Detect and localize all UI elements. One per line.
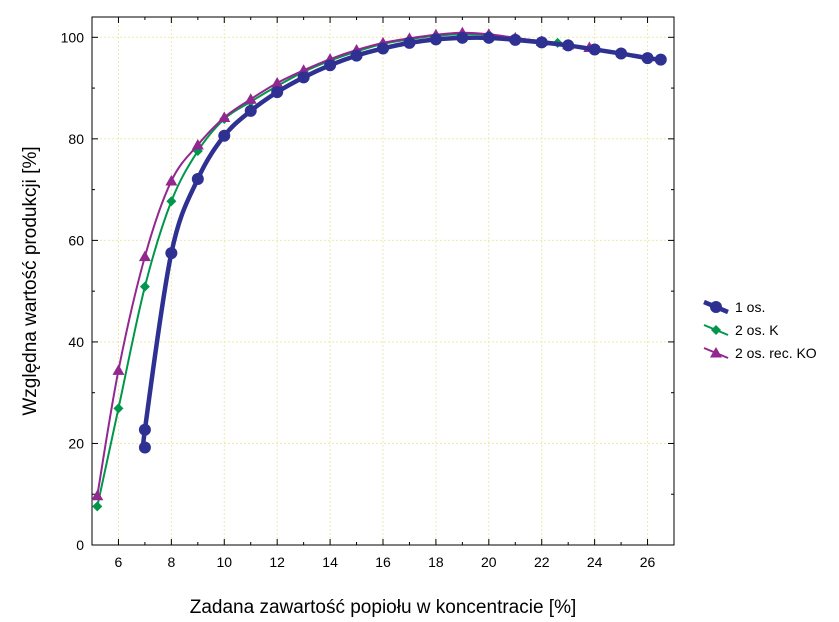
data-point <box>509 33 522 46</box>
x-tick-label: 6 <box>115 554 123 570</box>
data-point <box>138 250 151 262</box>
y-tick-label: 0 <box>76 537 84 553</box>
data-point <box>244 93 257 104</box>
data-point <box>244 104 257 117</box>
data-point <box>91 489 104 501</box>
data-point <box>654 53 667 66</box>
y-tick-label: 60 <box>68 232 84 248</box>
data-point <box>166 196 177 207</box>
axis-ticks <box>91 17 675 546</box>
x-tick-label: 10 <box>216 554 232 570</box>
legend-label: 2 os. rec. KO <box>735 345 817 361</box>
y-tick-labels: 0 20 40 60 80 100 <box>61 29 85 553</box>
data-point <box>218 111 231 123</box>
legend-item: 2 os. K <box>703 322 779 338</box>
data-point <box>324 59 337 72</box>
data-point <box>165 247 178 260</box>
x-tick-label: 20 <box>481 554 497 570</box>
data-point <box>535 36 548 49</box>
data-point <box>641 52 654 65</box>
data-point <box>403 36 416 49</box>
data-point <box>350 49 363 62</box>
data-point <box>456 31 469 44</box>
data-point <box>482 31 495 44</box>
series-layer <box>91 26 667 512</box>
data-point <box>562 39 575 52</box>
series-1 <box>138 31 667 454</box>
data-point <box>271 86 284 99</box>
data-point <box>271 77 284 88</box>
data-point <box>139 281 150 292</box>
data-point <box>615 47 628 60</box>
x-tick-label: 12 <box>269 554 285 570</box>
y-tick-label: 40 <box>68 334 84 350</box>
data-point <box>588 43 601 56</box>
data-point <box>191 138 204 150</box>
x-tick-label: 8 <box>167 554 175 570</box>
x-tick-label: 18 <box>428 554 444 570</box>
data-point <box>297 71 310 84</box>
y-tick-label: 20 <box>68 435 84 451</box>
grid <box>92 17 674 545</box>
data-point <box>138 423 151 436</box>
legend-marker <box>710 301 722 313</box>
data-point <box>165 174 178 186</box>
data-point <box>138 441 151 454</box>
legend-item: 2 os. rec. KO <box>703 345 817 361</box>
legend-label: 2 os. K <box>735 322 779 338</box>
data-point <box>377 42 389 55</box>
x-tick-labels: 6 8 10 12 14 16 18 20 22 24 26 <box>115 554 656 570</box>
data-point <box>218 129 231 142</box>
x-tick-label: 16 <box>375 554 391 570</box>
x-tick-label: 24 <box>587 554 603 570</box>
legend-label: 1 os. <box>735 299 765 315</box>
x-tick-label: 14 <box>322 554 338 570</box>
data-point <box>112 364 125 375</box>
legend-marker <box>711 325 721 335</box>
x-tick-label: 22 <box>534 554 550 570</box>
legend: 1 os. 2 os. K 2 os. rec. KO <box>703 299 817 361</box>
data-point <box>92 501 103 512</box>
x-tick-label: 26 <box>640 554 656 570</box>
y-axis-title: Względna wartość produkcji [%] <box>20 146 41 415</box>
x-axis-title: Zadana zawartość popiołu w koncentracie … <box>190 597 577 618</box>
data-point <box>191 172 204 185</box>
data-point <box>297 64 310 75</box>
data-point <box>113 403 124 414</box>
y-tick-label: 80 <box>68 131 84 147</box>
legend-item: 1 os. <box>703 299 765 315</box>
y-tick-label: 100 <box>61 29 85 45</box>
legend-marker <box>710 347 722 358</box>
data-point <box>429 33 442 46</box>
